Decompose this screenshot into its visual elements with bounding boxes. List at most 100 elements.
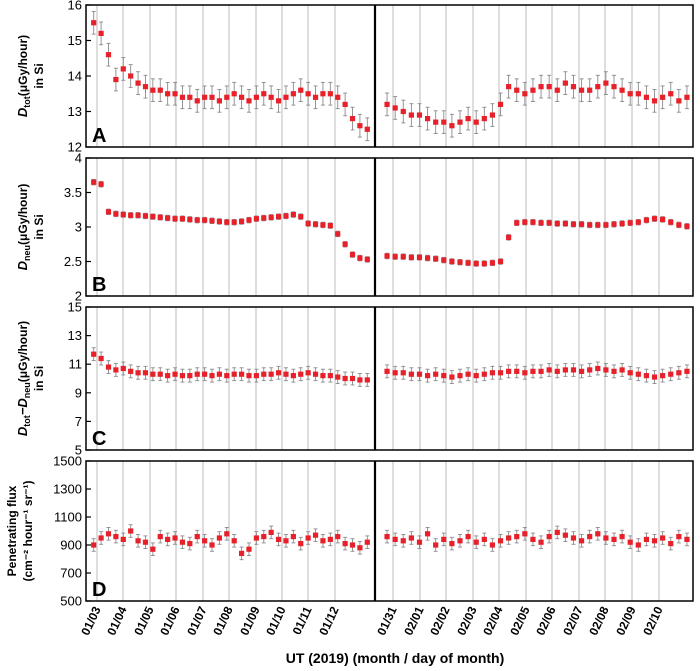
data-point-left: [187, 94, 193, 100]
data-point-left: [275, 98, 282, 104]
data-point-left: [113, 534, 119, 540]
data-point-right: [481, 536, 487, 542]
data-point-left: [246, 373, 252, 379]
data-point-right: [530, 536, 536, 542]
y-tick-label: 7: [75, 414, 82, 429]
data-point-left: [305, 370, 311, 376]
data-point-right: [619, 87, 625, 93]
data-point-left: [165, 91, 171, 97]
data-point-left: [113, 367, 119, 373]
data-point-left: [342, 375, 348, 382]
data-point-right: [651, 216, 658, 222]
data-point-left: [231, 219, 237, 225]
data-point-right: [433, 371, 439, 377]
data-point-left: [91, 542, 97, 548]
data-point-left: [349, 542, 356, 548]
data-point-right: [643, 373, 650, 379]
data-point-right: [570, 535, 577, 541]
y-tick-label: 1500: [53, 454, 82, 469]
data-point-left: [261, 371, 267, 377]
data-point-right: [660, 373, 666, 379]
data-point-right: [619, 220, 625, 227]
data-point-right: [570, 367, 577, 373]
data-point-left: [135, 80, 141, 86]
data-point-right: [416, 254, 423, 260]
data-point-left: [105, 531, 112, 537]
data-point-left: [187, 541, 193, 547]
data-point-right: [546, 220, 552, 226]
data-point-left: [202, 538, 208, 544]
y-tick-label: 13: [68, 328, 82, 343]
data-point-left: [105, 52, 112, 58]
data-point-left: [364, 126, 370, 132]
data-point-right: [465, 116, 471, 122]
y-tick-label: 500: [60, 594, 82, 609]
data-point-right: [627, 370, 633, 376]
data-point-left: [283, 371, 289, 377]
data-point-left: [275, 214, 282, 220]
data-point-right: [449, 541, 455, 547]
y-tick-label: 2.5: [64, 254, 82, 269]
data-point-left: [283, 538, 289, 544]
data-point-right: [587, 367, 593, 373]
data-point-right: [514, 220, 520, 226]
data-point-left: [305, 535, 311, 541]
data-point-left: [98, 181, 104, 187]
data-point-left: [172, 535, 178, 541]
data-point-left: [142, 539, 149, 545]
data-point-right: [457, 373, 463, 379]
data-point-right: [587, 222, 593, 228]
data-point-right: [473, 260, 479, 267]
data-point-right: [684, 94, 690, 100]
data-point-left: [320, 91, 326, 97]
data-point-right: [643, 217, 650, 223]
data-point-right: [424, 373, 431, 379]
data-point-left: [113, 76, 119, 83]
panel-letter: D: [92, 579, 106, 601]
data-point-left: [253, 535, 259, 541]
y-tick-label: 1300: [53, 482, 82, 497]
data-point-left: [238, 218, 245, 225]
data-point-left: [246, 546, 252, 552]
x-tick-label: 01/12: [316, 604, 342, 637]
data-point-right: [416, 112, 423, 118]
y-axis-label: Dtot(μGy/hour): [15, 35, 32, 117]
data-point-right: [538, 539, 544, 545]
data-point-right: [538, 220, 544, 226]
data-point-left: [357, 377, 363, 383]
data-point-left: [142, 84, 149, 90]
data-point-right: [441, 257, 447, 263]
data-point-right: [497, 538, 504, 544]
data-point-left: [216, 535, 223, 541]
data-point-right: [538, 84, 544, 90]
data-point-left: [202, 94, 208, 100]
data-point-right: [400, 370, 406, 376]
data-point-right: [441, 373, 447, 379]
data-point-left: [320, 222, 326, 228]
data-point-left: [290, 91, 296, 97]
data-point-left: [261, 91, 267, 97]
data-point-right: [449, 123, 455, 129]
x-tick-label: 01/31: [374, 604, 400, 637]
x-tick-label: 01/07: [184, 604, 210, 637]
data-point-right: [611, 536, 617, 542]
data-point-right: [611, 221, 617, 227]
y-tick-label: 11: [69, 357, 83, 372]
data-point-right: [643, 94, 650, 100]
data-point-left: [364, 539, 370, 545]
data-point-left: [335, 94, 341, 100]
data-point-right: [578, 368, 585, 374]
data-point-left: [335, 374, 341, 380]
data-point-left: [261, 534, 267, 540]
data-point-right: [489, 260, 496, 266]
data-point-left: [128, 368, 134, 374]
data-point-left: [128, 212, 134, 218]
data-point-right: [424, 255, 431, 261]
data-point-right: [481, 260, 487, 267]
data-point-right: [530, 219, 536, 225]
data-point-right: [668, 219, 674, 225]
data-point-left: [224, 373, 230, 379]
data-point-left: [91, 20, 97, 26]
data-point-right: [668, 541, 674, 547]
